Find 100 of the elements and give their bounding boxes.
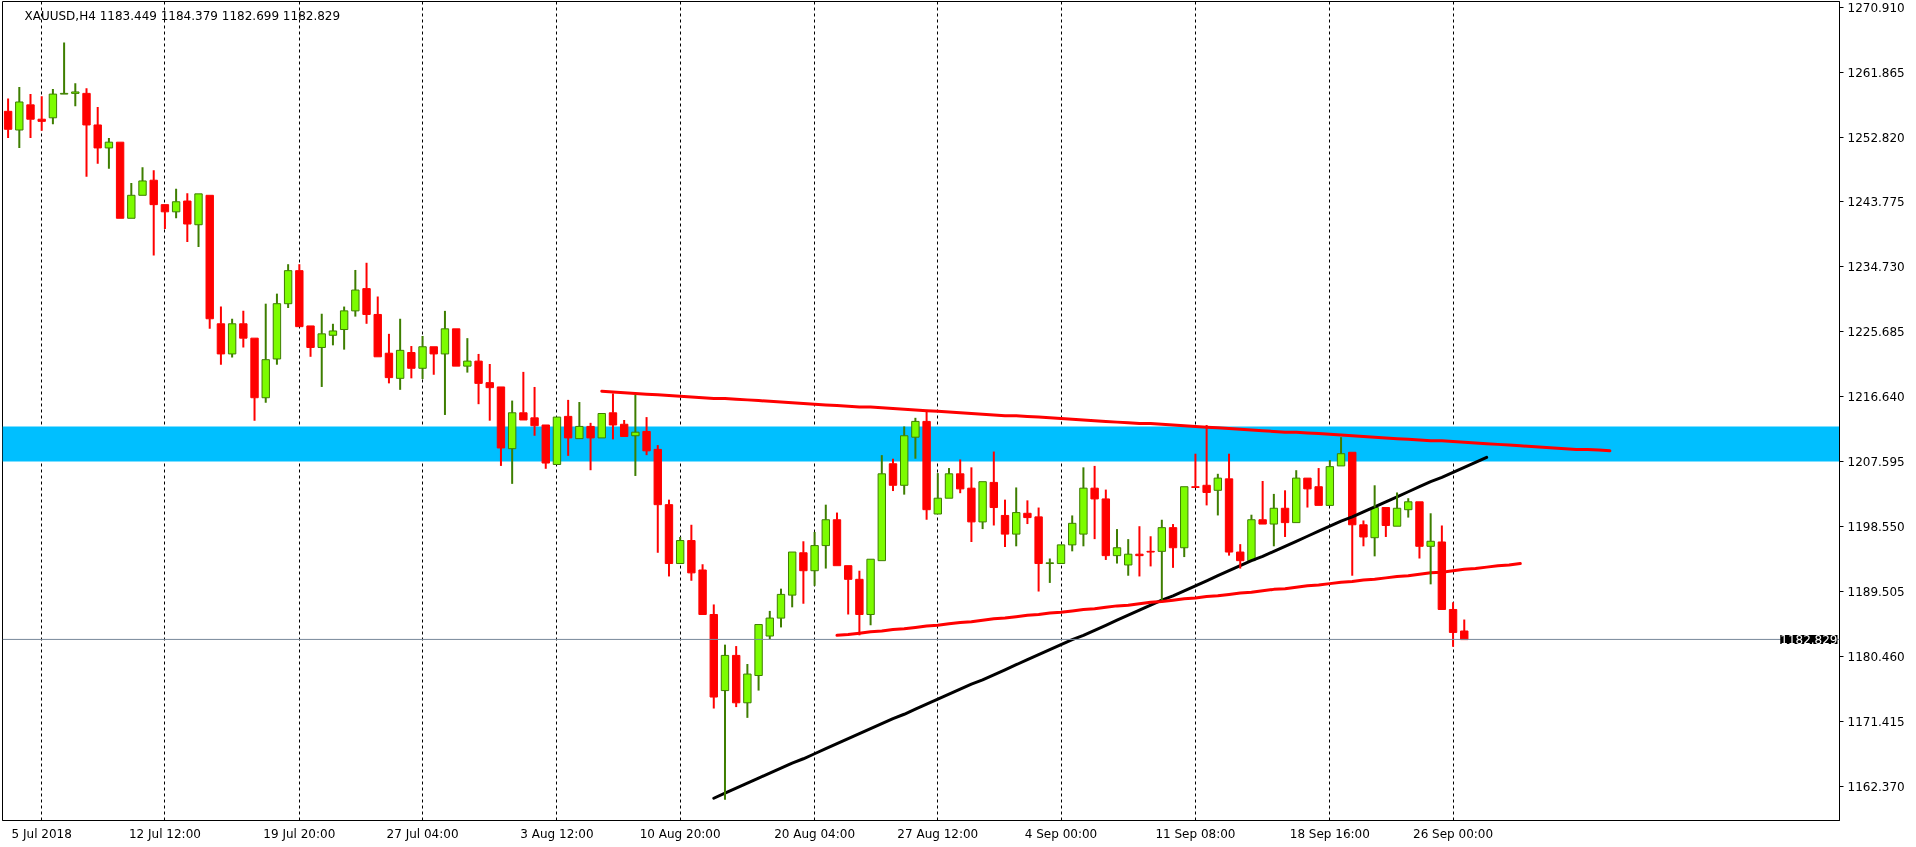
candlestick <box>3 97 13 139</box>
candlestick <box>1224 452 1234 557</box>
candlestick <box>71 82 80 108</box>
ref-line-label: 1182.829 <box>1780 632 1838 647</box>
y-tick-label: 1189.505 <box>1847 584 1905 599</box>
candlestick <box>1314 467 1323 506</box>
candlestick <box>373 295 382 358</box>
candlestick <box>631 393 640 477</box>
candlestick <box>541 424 550 470</box>
candlestick <box>485 362 494 422</box>
x-tick-label: 11 Sep 08:00 <box>1155 826 1236 841</box>
candlestick <box>743 663 752 719</box>
candlestick <box>720 643 730 801</box>
candlestick <box>687 523 696 582</box>
candlestick <box>239 309 248 349</box>
candlestick <box>93 106 102 165</box>
y-tick-label: 1270.910 <box>1847 0 1905 15</box>
y-tick-label: 1261.865 <box>1847 65 1905 80</box>
candlestick <box>183 192 192 243</box>
candlestick <box>989 450 998 527</box>
x-tick-label: 5 Jul 2018 <box>11 826 72 841</box>
y-tick-label: 1225.685 <box>1847 325 1905 340</box>
y-tick-label: 1180.460 <box>1847 649 1905 664</box>
candlestick <box>608 392 618 441</box>
candlestick <box>496 386 506 467</box>
candlestick <box>440 309 450 416</box>
candlestick <box>1292 469 1301 524</box>
x-tick-label: 27 Jul 04:00 <box>386 826 459 841</box>
x-tick-label: 20 Aug 04:00 <box>774 826 856 841</box>
candlestick <box>888 457 898 493</box>
candlestick <box>698 563 707 615</box>
candlestick <box>1012 486 1021 548</box>
candlestick <box>776 587 786 629</box>
candlestick <box>821 503 830 570</box>
candlestick <box>1359 519 1368 548</box>
candlestick <box>138 166 147 196</box>
candlestick <box>1157 518 1167 602</box>
candlestick <box>407 345 416 380</box>
candlestick <box>1370 484 1379 558</box>
candlestick <box>37 95 46 132</box>
candlestick <box>1448 601 1458 648</box>
y-tick-label: 1252.820 <box>1847 130 1905 145</box>
candlestick <box>675 535 685 565</box>
candlestick <box>250 337 259 422</box>
candlestick <box>530 385 539 437</box>
candlestick <box>1325 459 1335 506</box>
candlestick <box>519 370 528 421</box>
text: XAUUSD,H4 1183.449 1184.379 1182.699 1182.829 <box>24 8 341 23</box>
candlestick <box>1426 512 1435 586</box>
candlestick <box>149 169 158 257</box>
x-tick-label: 26 Sep 00:00 <box>1413 826 1494 841</box>
candlestick <box>1068 514 1077 553</box>
candlestick <box>463 337 472 374</box>
candlestick <box>709 603 718 710</box>
candlestick <box>227 317 237 359</box>
candlestick <box>429 346 438 376</box>
candlestick <box>127 182 136 219</box>
candlestick <box>1392 491 1402 527</box>
candlestick <box>474 352 483 406</box>
candlestick <box>933 472 942 515</box>
x-tick-label: 18 Sep 16:00 <box>1289 826 1370 841</box>
y-tick-label: 1207.595 <box>1847 455 1905 470</box>
candlestick <box>171 187 181 220</box>
candlestick <box>362 261 371 325</box>
x-tick-label: 27 Aug 12:00 <box>897 826 979 841</box>
candlestick <box>15 85 24 149</box>
candlestick <box>866 558 875 627</box>
candlestick <box>1236 543 1245 570</box>
candlestick <box>295 263 304 328</box>
y-tick-label: 1243.775 <box>1847 195 1905 210</box>
candlestick <box>967 466 976 543</box>
candlestick <box>1269 492 1279 548</box>
y-tick-label: 1198.550 <box>1847 520 1905 535</box>
candlestick <box>1034 506 1043 593</box>
x-tick-label: 19 Jul 20:00 <box>263 826 336 841</box>
candlestick <box>1381 507 1391 538</box>
candlestick <box>563 398 573 457</box>
candlestick <box>1258 479 1267 525</box>
candlestick <box>810 530 819 587</box>
candlestick <box>216 305 226 366</box>
candlestick <box>384 332 394 385</box>
candlestick <box>664 498 674 578</box>
candlestick <box>1460 618 1469 641</box>
candlestick <box>317 312 326 388</box>
y-tick-label: 1171.415 <box>1847 714 1905 729</box>
candlestick <box>451 328 461 367</box>
candlestick <box>261 302 270 404</box>
candlestick <box>1168 523 1178 569</box>
candlestick <box>1023 499 1032 526</box>
x-tick-label: 12 Jul 12:00 <box>128 826 201 841</box>
candlestick <box>1090 464 1099 541</box>
candlestick <box>832 511 842 567</box>
candlestick <box>575 401 584 440</box>
candlestick <box>1336 436 1346 467</box>
candlestick <box>877 454 886 562</box>
x-tick-label: 4 Sep 00:00 <box>1024 826 1098 841</box>
candlestick <box>1280 489 1290 538</box>
candlestick <box>1056 544 1066 565</box>
candlestick <box>272 292 282 366</box>
candlestick <box>799 540 808 605</box>
